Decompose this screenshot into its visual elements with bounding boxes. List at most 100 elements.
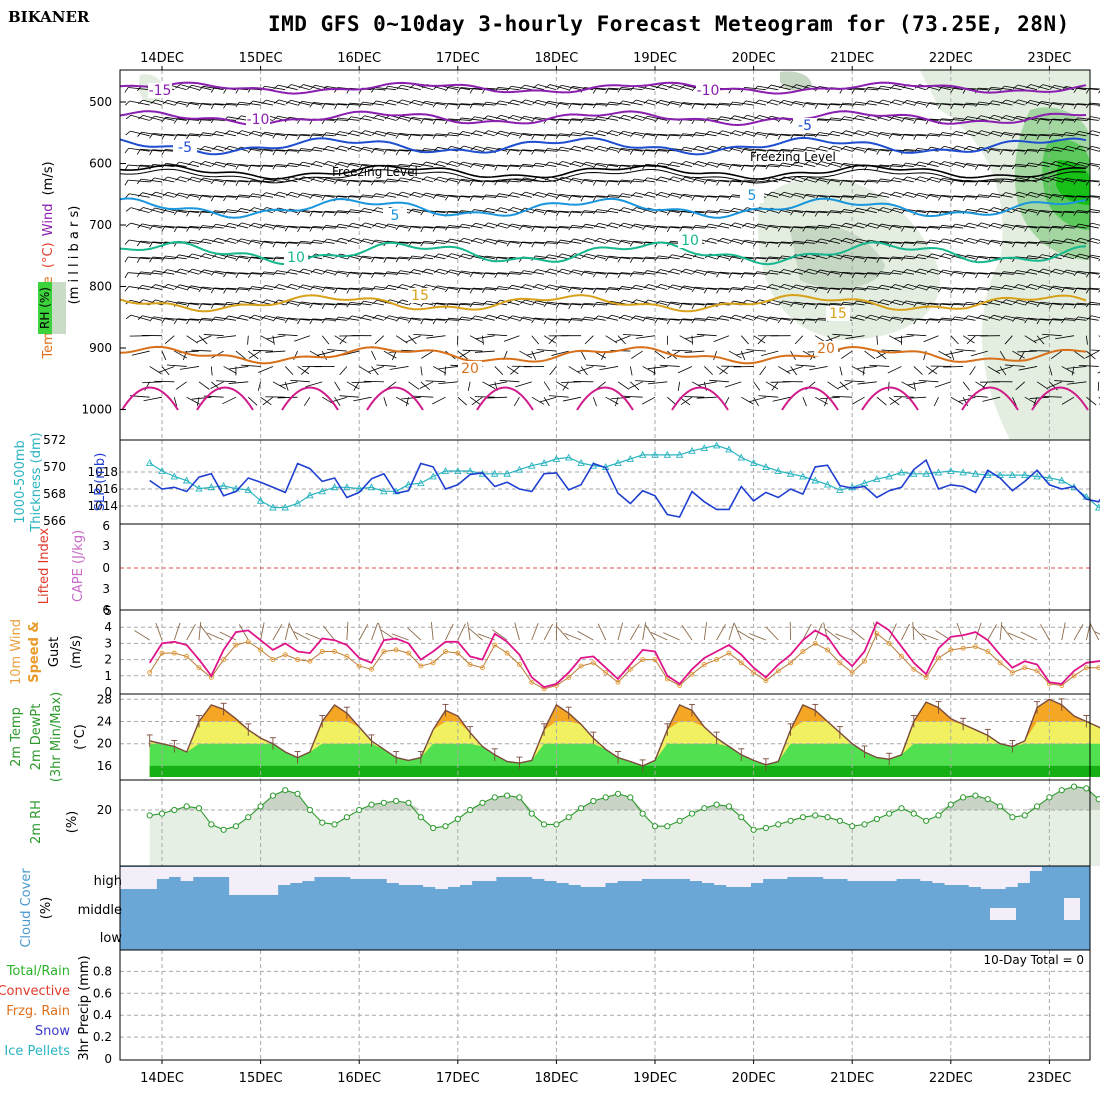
wind-barb xyxy=(513,396,520,407)
wind-barb-flag xyxy=(654,226,659,232)
contour-20 xyxy=(119,345,1087,365)
wind-barb xyxy=(216,335,236,339)
wind-tick-label: 2 xyxy=(104,653,112,667)
wind-barb xyxy=(559,102,582,106)
contour-label: 10 xyxy=(681,233,699,249)
wind-barb xyxy=(1029,396,1050,399)
wind-barb-flag xyxy=(124,286,130,292)
rh-point xyxy=(590,797,597,805)
wind-barb-flag xyxy=(483,130,489,135)
contour-label: 5 xyxy=(748,188,757,204)
wind-barb-flag xyxy=(925,239,931,245)
wind-barb xyxy=(1015,149,1038,152)
wind-barb-flag xyxy=(630,315,636,321)
wind-barb-flag xyxy=(827,287,831,294)
wind-barb-flag xyxy=(284,241,289,248)
wind-barb-flag xyxy=(124,193,130,199)
wind-barb xyxy=(338,270,360,275)
wind-barb-flag xyxy=(1011,163,1017,170)
wind-barb xyxy=(757,335,767,345)
wind-barb-10m xyxy=(358,624,369,641)
ylabel-wind-unit-10m: (m/s) xyxy=(69,635,84,669)
wind-barb xyxy=(916,318,939,321)
wind-speed-point xyxy=(825,647,830,653)
high-cloud-gap xyxy=(241,867,254,895)
wind-barb xyxy=(982,396,1001,402)
wind-barb-flag xyxy=(581,131,587,136)
wind-barb-flag xyxy=(532,99,538,105)
wind-barb-flag xyxy=(297,148,302,154)
wind-barb xyxy=(198,381,210,390)
wind-barb-flag xyxy=(877,315,883,321)
wind-speed-point xyxy=(455,650,461,656)
wind-barb-flag xyxy=(630,284,636,290)
wind-barb xyxy=(818,210,840,214)
rh-point xyxy=(245,814,252,821)
wind-barb-flag xyxy=(642,316,647,322)
wind-barb-flag xyxy=(740,239,746,245)
wind-barb-flag xyxy=(839,163,845,169)
top-date-label: 15DEC xyxy=(239,51,283,66)
wind-barb-flag xyxy=(1000,207,1007,212)
wind-barb xyxy=(819,269,840,275)
ylabel-10m-wind: 10m Wind xyxy=(9,619,24,685)
wind-barb xyxy=(824,397,828,407)
wind-barb-flag xyxy=(839,209,845,215)
wind-barb-flag xyxy=(458,131,463,136)
wind-barb-flag xyxy=(198,195,203,201)
thickness-point xyxy=(355,484,363,492)
rh-point xyxy=(479,799,486,806)
wind-barb-flag xyxy=(124,87,129,93)
pressure-tick-label: 500 xyxy=(89,95,112,109)
wind-barb xyxy=(327,349,347,352)
high-cloud-gap xyxy=(289,867,303,883)
wind-barb xyxy=(142,381,163,384)
wind-barb-flag xyxy=(1012,316,1017,322)
high-cloud-gap xyxy=(314,867,327,877)
wind-barb-flag xyxy=(729,238,735,244)
wind-barb xyxy=(179,192,200,198)
wind-barb xyxy=(633,149,656,152)
wind-barb xyxy=(615,397,619,407)
wind-barb-flag xyxy=(198,211,203,217)
wind-barb-flag xyxy=(544,254,549,260)
wind-barb xyxy=(781,149,803,152)
wind-barb-flag xyxy=(839,180,844,186)
wind-barb-flag xyxy=(803,161,810,166)
wind-barb-flag xyxy=(741,130,747,136)
thickness-point xyxy=(244,486,253,493)
wind-barb xyxy=(719,195,742,198)
thickness-point xyxy=(922,469,930,477)
wind-barb xyxy=(818,118,840,121)
wind-barb xyxy=(953,287,976,290)
wind-barb-flag xyxy=(494,272,499,279)
wind-barb xyxy=(793,209,816,214)
wind-barb xyxy=(966,335,976,345)
wind-barb-flag xyxy=(703,179,709,185)
wind-barb-flag xyxy=(149,149,153,156)
wind-barb xyxy=(1052,102,1075,106)
wind-barb-flag xyxy=(137,131,142,137)
wind-barb-flag xyxy=(161,317,166,324)
wind-speed-point xyxy=(948,647,954,653)
wind-barb-flag xyxy=(580,179,585,185)
wind-barb-flag xyxy=(581,253,587,259)
wind-barb-flag xyxy=(864,256,868,263)
wind-barb-flag xyxy=(161,117,167,123)
rh-point xyxy=(639,810,646,817)
bottom-date-label: 16DEC xyxy=(337,1071,381,1086)
high-cloud-gap xyxy=(277,867,291,885)
wind-barb-10m xyxy=(293,631,311,641)
wind-barb xyxy=(371,366,379,376)
wind-barb-flag xyxy=(631,99,637,105)
wind-barb-flag xyxy=(125,222,131,228)
wind-barb-10m xyxy=(305,632,323,641)
wind-barb-flag xyxy=(285,269,291,274)
rh-point xyxy=(331,821,338,828)
wind-barb xyxy=(745,239,766,244)
wind-barb xyxy=(473,195,495,198)
rh-point xyxy=(1009,814,1016,821)
wind-barb xyxy=(713,335,730,342)
wind-barb-flag xyxy=(679,302,684,309)
wind-barb xyxy=(263,148,286,152)
